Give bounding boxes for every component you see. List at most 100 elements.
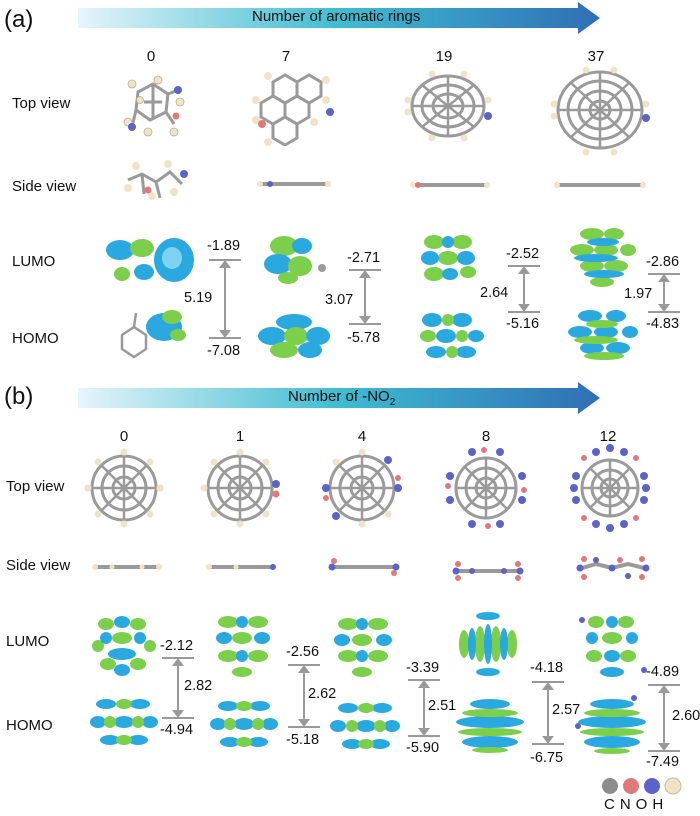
homo-value-b-4: -5.90 — [406, 740, 440, 756]
molecule-top-a-0 — [123, 75, 185, 137]
gap-diagram-b-12 — [648, 684, 680, 752]
column-label-b-0: 0 — [119, 428, 129, 445]
lumo-value-a-19: -2.52 — [506, 246, 540, 262]
molecule-top-b-0 — [84, 448, 164, 528]
molecule-top-b-12 — [570, 444, 650, 532]
column-label-a-0: 0 — [146, 48, 156, 65]
orbital-lumo-a-0 — [106, 238, 194, 282]
panel-a-label: (a) — [4, 6, 34, 33]
row-label-a-side-view: Side view — [12, 178, 77, 195]
row-label-b-lumo: LUMO — [6, 633, 50, 650]
gap-value-a-7: 3.07 — [325, 292, 354, 308]
molecule-top-a-37 — [550, 66, 650, 156]
molecule-side-a-37 — [554, 182, 646, 188]
orbital-homo-b-4 — [330, 703, 400, 749]
molecule-side-b-0 — [92, 564, 162, 570]
orbital-lumo-a-7 — [264, 236, 326, 284]
column-label-a-19: 19 — [435, 48, 453, 65]
molecule-top-b-1 — [200, 448, 280, 528]
molecule-side-a-19 — [410, 182, 490, 188]
molecule-top-a-7 — [252, 72, 334, 146]
homo-value-b-8: -6.75 — [530, 750, 564, 766]
arrow-nitro-groups-label: Number of -NO2 — [288, 388, 396, 408]
molecule-side-a-0 — [124, 160, 188, 200]
orbital-lumo-b-1 — [216, 616, 270, 677]
gap-diagram-a-37 — [648, 273, 680, 313]
orbital-homo-b-12 — [575, 695, 646, 754]
orbital-homo-a-7 — [258, 314, 330, 358]
nitrogen-atom-icon — [623, 778, 639, 794]
orbital-homo-b-1 — [210, 701, 278, 747]
molecule-top-a-19 — [404, 70, 492, 142]
orbital-homo-b-8 — [456, 699, 524, 753]
column-label-b-4: 4 — [357, 428, 367, 445]
lumo-value-b-1: -2.56 — [286, 644, 320, 660]
column-label-a-37: 37 — [587, 48, 605, 65]
gap-value-b-0: 2.82 — [184, 678, 213, 694]
homo-value-a-37: -4.83 — [646, 316, 680, 332]
orbital-homo-b-0 — [90, 699, 158, 745]
homo-value-a-0: -7.08 — [207, 343, 241, 359]
carbon-atom-icon — [602, 778, 618, 794]
homo-value-b-12: -7.49 — [646, 754, 680, 770]
orbital-lumo-a-19 — [421, 235, 476, 281]
lumo-value-b-12: -4.89 — [646, 664, 680, 680]
atom-legend — [602, 777, 682, 795]
row-label-a-lumo: LUMO — [12, 253, 56, 270]
column-label-b-1: 1 — [235, 428, 245, 445]
molecule-top-b-8 — [445, 447, 527, 529]
gap-value-b-4: 2.51 — [428, 698, 457, 714]
hydrogen-atom-icon — [664, 777, 682, 795]
homo-value-a-7: -5.78 — [347, 330, 381, 346]
gap-value-a-37: 1.97 — [624, 286, 653, 302]
gap-diagram-b-0 — [162, 657, 194, 719]
gap-diagram-a-7 — [349, 269, 381, 325]
row-label-b-side-view: Side view — [6, 557, 71, 574]
arrow-aromatic-rings — [78, 2, 600, 34]
gap-diagram-b-1 — [288, 664, 320, 728]
homo-value-b-0: -4.94 — [160, 722, 194, 738]
panel-b-label: (b) — [4, 383, 34, 410]
oxygen-atom-icon — [644, 778, 660, 794]
gap-value-a-19: 2.64 — [480, 285, 509, 301]
lumo-value-b-4: -3.39 — [406, 660, 440, 676]
molecule-side-b-4 — [328, 558, 400, 576]
gap-diagram-a-0 — [209, 259, 241, 339]
lumo-value-a-7: -2.71 — [347, 250, 381, 266]
homo-value-b-1: -5.18 — [286, 732, 320, 748]
molecule-top-b-4 — [322, 448, 402, 528]
row-label-b-homo: HOMO — [6, 717, 53, 734]
orbital-lumo-b-0 — [92, 616, 156, 676]
molecule-side-a-7 — [257, 181, 331, 187]
gap-value-b-12: 2.60 — [672, 708, 700, 724]
orbital-homo-a-37 — [568, 310, 638, 360]
orbital-homo-a-0 — [120, 310, 186, 359]
homo-value-a-19: -5.16 — [506, 316, 540, 332]
row-label-a-top-view: Top view — [12, 95, 71, 112]
molecule-side-b-1 — [206, 564, 276, 570]
orbital-lumo-b-12 — [579, 616, 647, 677]
gap-diagram-a-19 — [508, 265, 540, 313]
orbital-lumo-b-8 — [459, 612, 517, 676]
molecule-side-b-12 — [576, 556, 650, 580]
gap-value-a-0: 5.19 — [184, 290, 213, 306]
orbital-lumo-b-4 — [334, 618, 392, 677]
column-label-a-7: 7 — [281, 48, 291, 65]
orbital-lumo-a-37 — [570, 228, 636, 287]
row-label-b-top-view: Top view — [6, 478, 65, 495]
orbital-homo-a-19 — [420, 313, 484, 358]
row-label-a-homo: HOMO — [12, 330, 59, 347]
lumo-value-a-0: -1.89 — [207, 238, 241, 254]
column-label-b-12: 12 — [599, 428, 617, 445]
arrow-aromatic-rings-label: Number of aromatic rings — [252, 8, 421, 25]
gap-value-b-1: 2.62 — [308, 686, 337, 702]
gap-diagram-b-4 — [408, 679, 440, 737]
lumo-value-b-0: -2.12 — [160, 638, 194, 654]
molecule-side-b-8 — [452, 561, 524, 581]
gap-value-b-8: 2.57 — [552, 702, 581, 718]
atom-legend-letters: CNOH — [604, 796, 669, 813]
lumo-value-a-37: -2.86 — [646, 254, 680, 270]
arrow-nitro-groups — [78, 382, 600, 414]
column-label-b-8: 8 — [481, 428, 491, 445]
gap-diagram-b-8 — [532, 681, 564, 745]
